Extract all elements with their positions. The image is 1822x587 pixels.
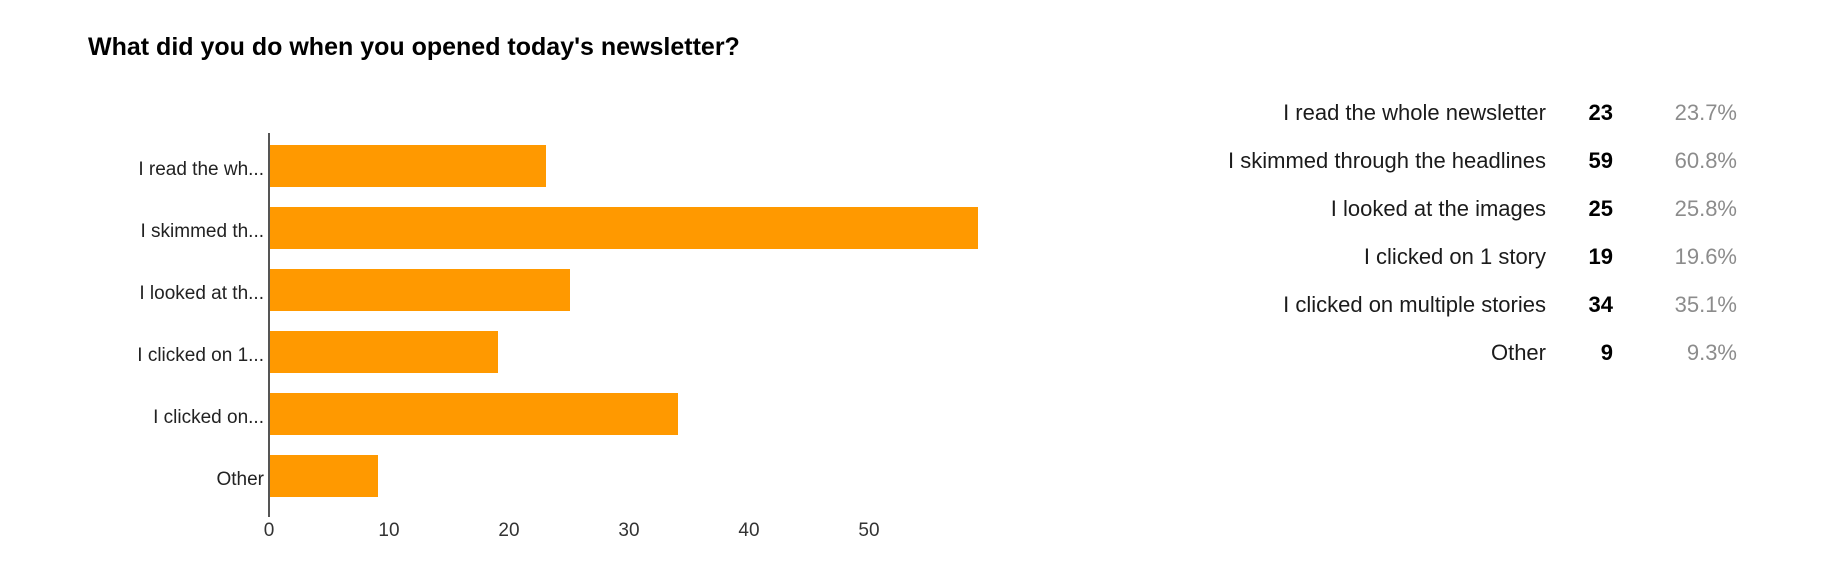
category-label-4: I clicked on... xyxy=(153,407,264,428)
category-label-0: I read the wh... xyxy=(138,159,264,180)
summary-row-label: I skimmed through the headlines xyxy=(1228,148,1546,173)
chart-title: What did you do when you opened today's … xyxy=(88,33,740,61)
summary-row-percent: 60.8% xyxy=(1674,148,1737,173)
category-label-1: I skimmed th... xyxy=(140,221,264,242)
summary-row-label: I clicked on multiple stories xyxy=(1283,292,1546,317)
summary-row-count: 59 xyxy=(1588,148,1613,173)
y-axis-line xyxy=(268,133,270,517)
summary-row-percent: 25.8% xyxy=(1674,196,1737,221)
bar-0 xyxy=(270,145,546,187)
x-tick-40: 40 xyxy=(738,520,760,541)
summary-row-count: 9 xyxy=(1600,340,1613,365)
x-tick-30: 30 xyxy=(618,520,640,541)
summary-row-percent: 23.7% xyxy=(1674,100,1737,125)
summary-row-label: I clicked on 1 story xyxy=(1363,244,1546,269)
summary-row-count: 34 xyxy=(1588,292,1613,317)
summary-row-label: I looked at the images xyxy=(1330,196,1546,221)
bar-5 xyxy=(270,455,378,497)
bar-1 xyxy=(270,207,978,249)
x-tick-50: 50 xyxy=(858,520,880,541)
bar-3 xyxy=(270,331,498,373)
summary-row-count: 25 xyxy=(1588,196,1613,221)
category-label-5: Other xyxy=(216,469,264,490)
x-tick-20: 20 xyxy=(498,520,520,541)
x-tick-0: 0 xyxy=(263,520,275,541)
summary-row-2: I looked at the images 25 25.8% xyxy=(1100,185,1737,233)
bar-4 xyxy=(270,393,678,435)
summary-row-count: 19 xyxy=(1588,244,1613,269)
summary-row-1: I skimmed through the headlines 59 60.8% xyxy=(1100,137,1737,185)
category-label-3: I clicked on 1... xyxy=(137,345,264,366)
x-tick-10: 10 xyxy=(378,520,400,541)
summary-row-count: 23 xyxy=(1588,100,1613,125)
bar-2 xyxy=(270,269,570,311)
category-label-2: I looked at th... xyxy=(139,283,264,304)
summary-table: I read the whole newsletter 23 23.7% I skim… xyxy=(1100,89,1737,377)
summary-row-label: Other xyxy=(1490,340,1546,365)
summary-row-percent: 9.3% xyxy=(1686,340,1737,365)
summary-row-label: I read the whole newsletter xyxy=(1283,100,1546,125)
summary-row-4: I clicked on multiple stories 34 35.1% xyxy=(1100,281,1737,329)
summary-row-0: I read the whole newsletter 23 23.7% xyxy=(1100,89,1737,137)
summary-row-percent: 19.6% xyxy=(1674,244,1737,269)
summary-row-percent: 35.1% xyxy=(1674,292,1737,317)
summary-row-3: I clicked on 1 story 19 19.6% xyxy=(1100,233,1737,281)
summary-row-5: Other 9 9.3% xyxy=(1100,329,1737,377)
